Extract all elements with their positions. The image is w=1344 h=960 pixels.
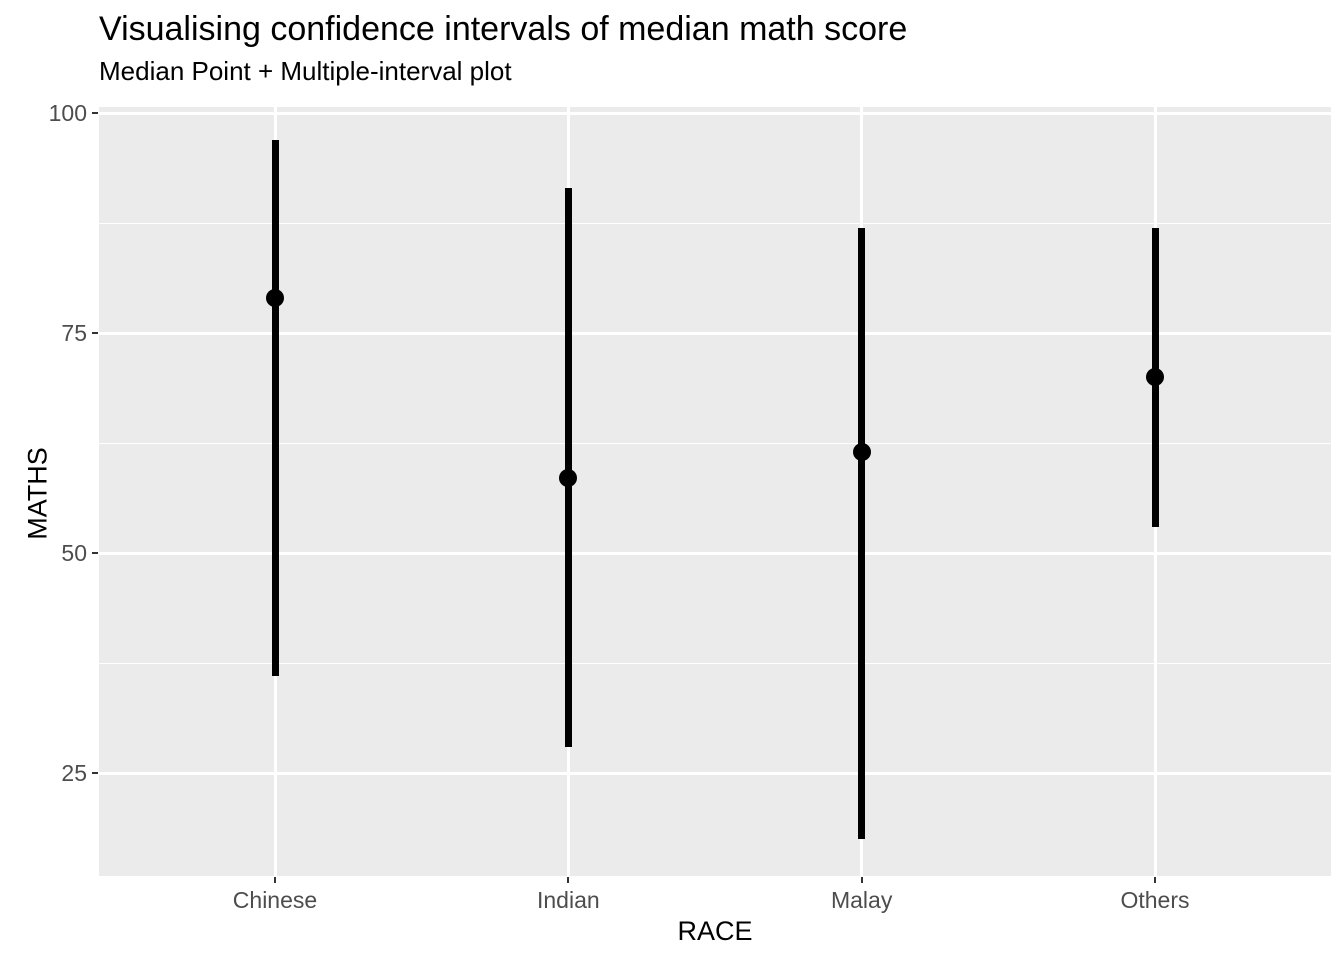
gridline-major-y-25 (99, 771, 1331, 775)
y-tick-mark-75 (92, 332, 98, 335)
x-axis-title: RACE (677, 916, 753, 946)
y-tick-label-100: 100 (48, 100, 87, 127)
chart-title: Visualising confidence intervals of medi… (99, 10, 908, 48)
y-tick-mark-50 (92, 552, 98, 555)
gridline-minor-y-62.5 (99, 442, 1331, 445)
x-tick-label-others: Others (1120, 887, 1190, 913)
y-tick-mark-25 (92, 772, 98, 775)
gridline-minor-y-37.5 (99, 662, 1331, 665)
x-tick-mark-others (1154, 877, 1156, 883)
median-point-indian (559, 469, 578, 488)
y-tick-mark-100 (92, 112, 98, 115)
chart-subtitle: Median Point + Multiple-interval plot (99, 56, 512, 86)
plot-panel (99, 107, 1331, 876)
y-tick-label-50: 50 (61, 540, 87, 567)
x-tick-mark-chinese (274, 877, 276, 883)
y-tick-label-25: 25 (61, 760, 87, 787)
y-axis-title: MATHS (22, 447, 53, 540)
gridline-minor-y-87.5 (99, 222, 1331, 225)
interval-line-indian (564, 187, 572, 747)
x-tick-label-indian: Indian (536, 887, 600, 913)
gridline-major-y-75 (99, 331, 1331, 335)
x-tick-label-malay: Malay (830, 887, 893, 913)
x-tick-mark-indian (567, 877, 570, 883)
x-tick-label-chinese: Chinese (232, 887, 318, 913)
interval-line-malay (858, 227, 866, 840)
gridline-major-y-50 (99, 551, 1331, 555)
y-tick-label-75: 75 (61, 320, 87, 347)
median-point-others (1146, 368, 1164, 387)
interval-line-chinese (271, 139, 279, 677)
gridline-major-y-100 (99, 111, 1331, 115)
median-point-chinese (266, 288, 284, 307)
median-point-malay (852, 442, 871, 461)
x-tick-mark-malay (860, 877, 863, 883)
